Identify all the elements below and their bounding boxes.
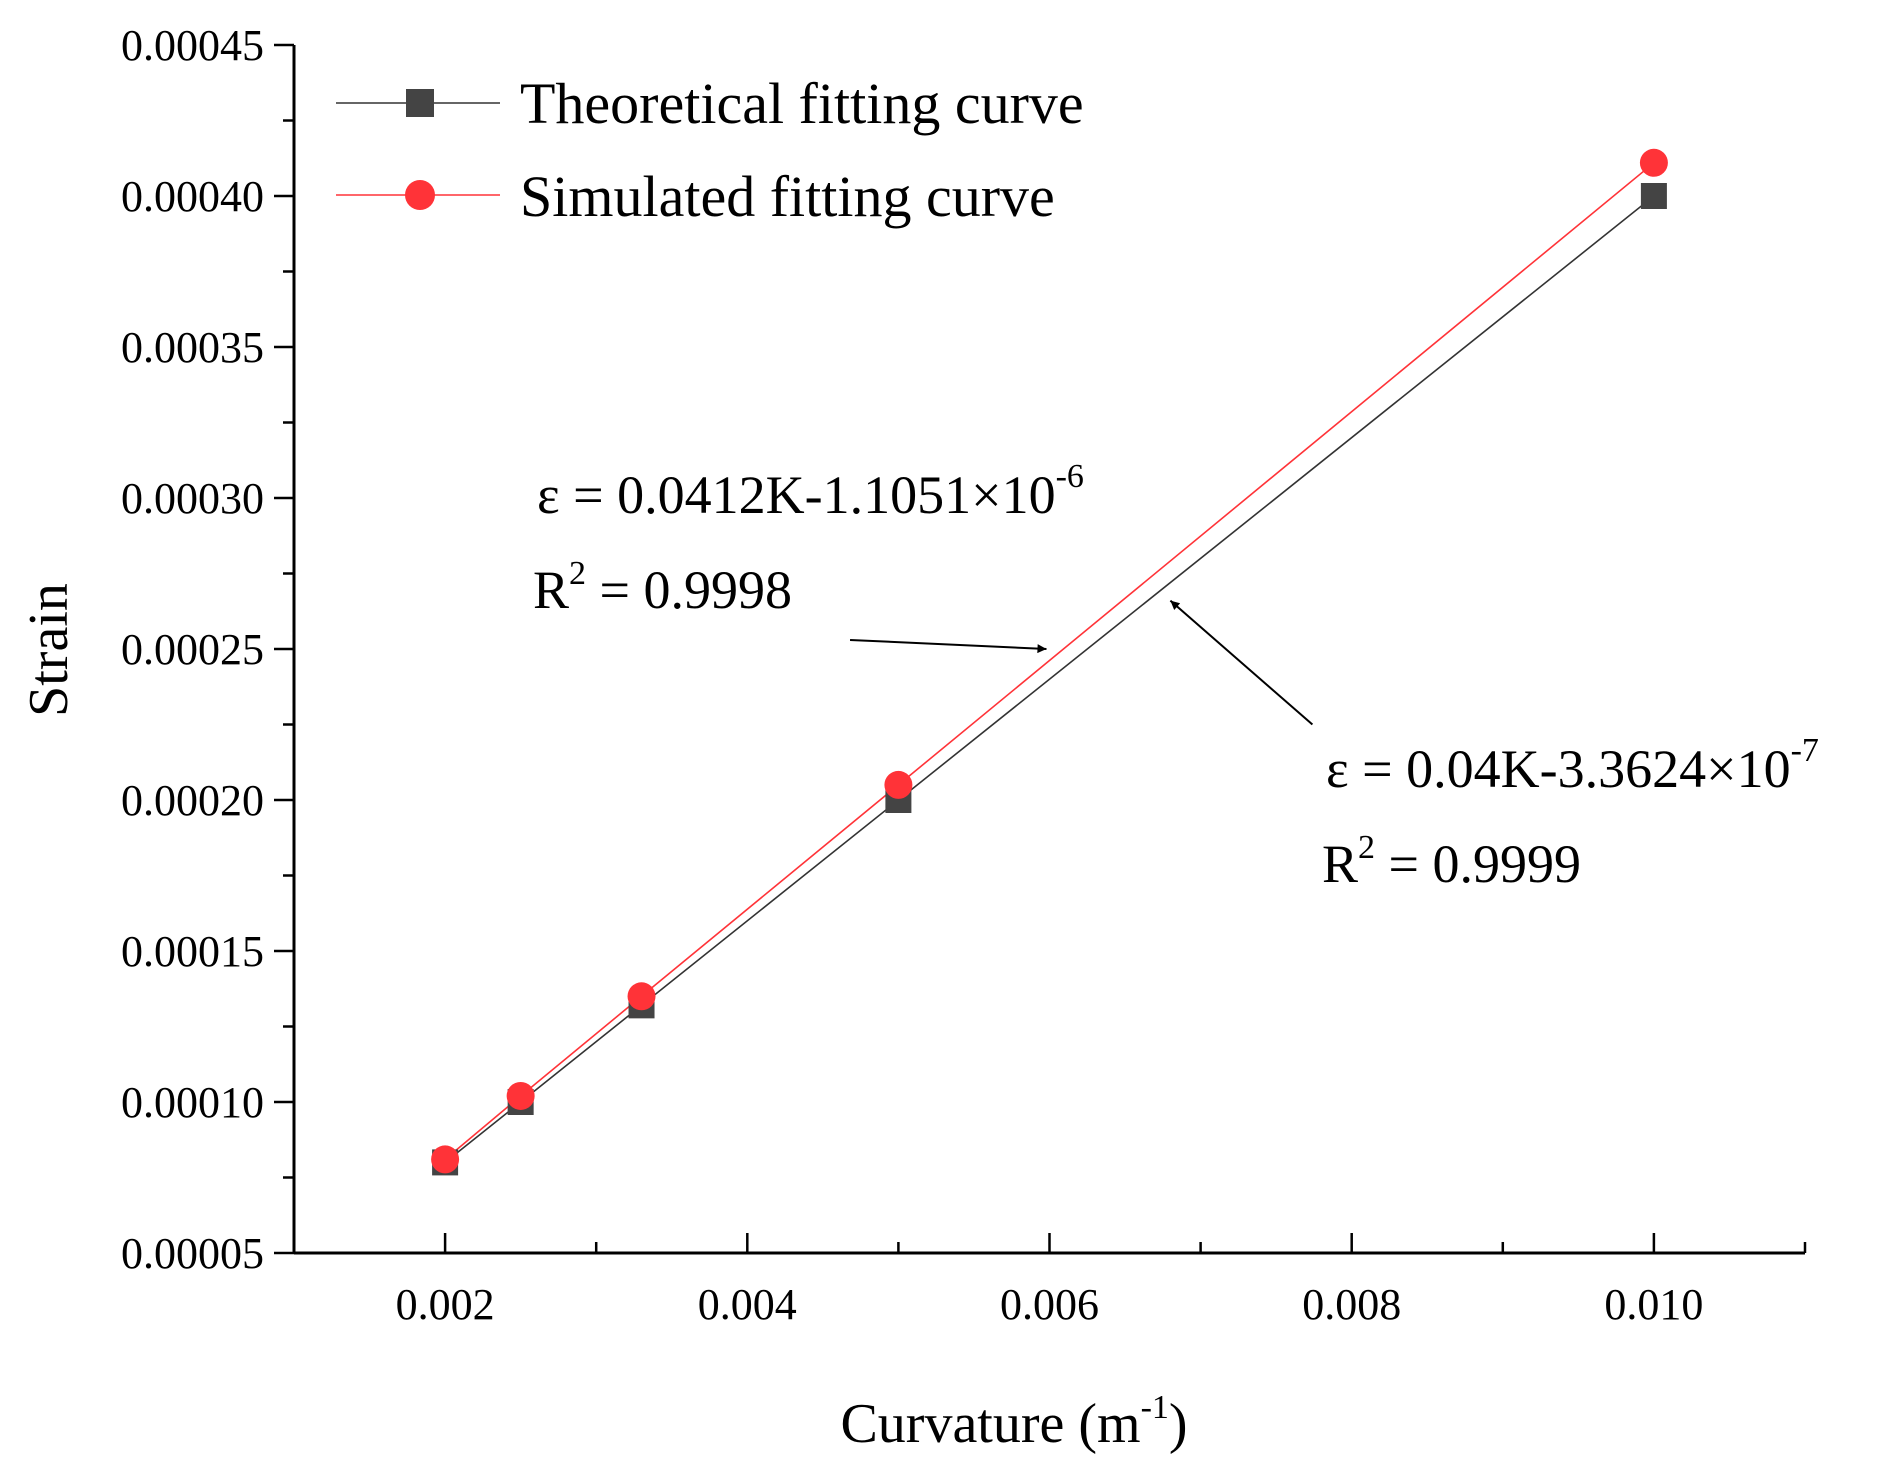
legend-marker-simulated <box>405 180 435 210</box>
x-tick-label: 0.006 <box>1000 1280 1099 1329</box>
y-tick-label: 0.00030 <box>121 474 264 523</box>
x-tick-label: 0.002 <box>396 1280 495 1329</box>
x-tick-label: 0.010 <box>1604 1280 1703 1329</box>
r-squared-simulated: R2 = 0.9998 <box>533 555 792 620</box>
point-simulated <box>506 1081 535 1110</box>
annotation-simulated: ε = 0.0412K-1.1051×10-6 R2 = 0.9998 <box>533 458 1084 654</box>
legend-label-theoretical: Theoretical fitting curve <box>520 71 1084 136</box>
y-tick-label: 0.00005 <box>121 1229 264 1278</box>
y-tick-label: 0.00015 <box>121 927 264 976</box>
y-tick-label: 0.00010 <box>121 1078 264 1127</box>
y-tick-label: 0.00045 <box>121 21 264 70</box>
legend-marker-theoretical <box>406 89 434 117</box>
y-tick-label: 0.00025 <box>121 625 264 674</box>
equation-theoretical: ε = 0.04K-3.3624×10-7 <box>1326 732 1819 799</box>
legend-label-simulated: Simulated fitting curve <box>520 164 1055 229</box>
y-tick-label: 0.00020 <box>121 776 264 825</box>
y-tick-label: 0.00035 <box>121 323 264 372</box>
arrow-simulated <box>850 638 1047 654</box>
point-theoretical <box>1640 183 1667 209</box>
x-tick-label: 0.004 <box>698 1280 797 1329</box>
point-simulated <box>1639 148 1668 177</box>
point-simulated <box>431 1145 460 1174</box>
series-markers <box>431 148 1668 1176</box>
arrow-theoretical <box>1169 599 1314 726</box>
legend: Theoretical fitting curve Simulated fitt… <box>336 71 1084 229</box>
point-simulated <box>627 982 656 1011</box>
y-axis-title: Strain <box>18 583 80 717</box>
x-tick-label: 0.008 <box>1302 1280 1401 1329</box>
series-line-simulated <box>444 162 1655 1161</box>
y-tick-label: 0.00040 <box>121 172 264 221</box>
equation-simulated: ε = 0.0412K-1.1051×10-6 <box>537 458 1084 525</box>
y-axis-ticks: 0.00005 0.00010 0.00015 0.00020 0.00025 0.000… <box>121 21 294 1278</box>
x-axis-ticks: 0.002 0.004 0.006 0.008 0.010 <box>292 1233 1807 1329</box>
x-axis-title: Curvature (m-1) <box>840 1389 1187 1455</box>
series-lines <box>444 162 1655 1164</box>
series-line-theoretical <box>444 195 1655 1164</box>
annotation-theoretical: ε = 0.04K-3.3624×10-7 R2 = 0.9999 <box>1169 599 1819 894</box>
point-simulated <box>884 770 913 799</box>
r-squared-theoretical: R2 = 0.9999 <box>1322 829 1581 894</box>
